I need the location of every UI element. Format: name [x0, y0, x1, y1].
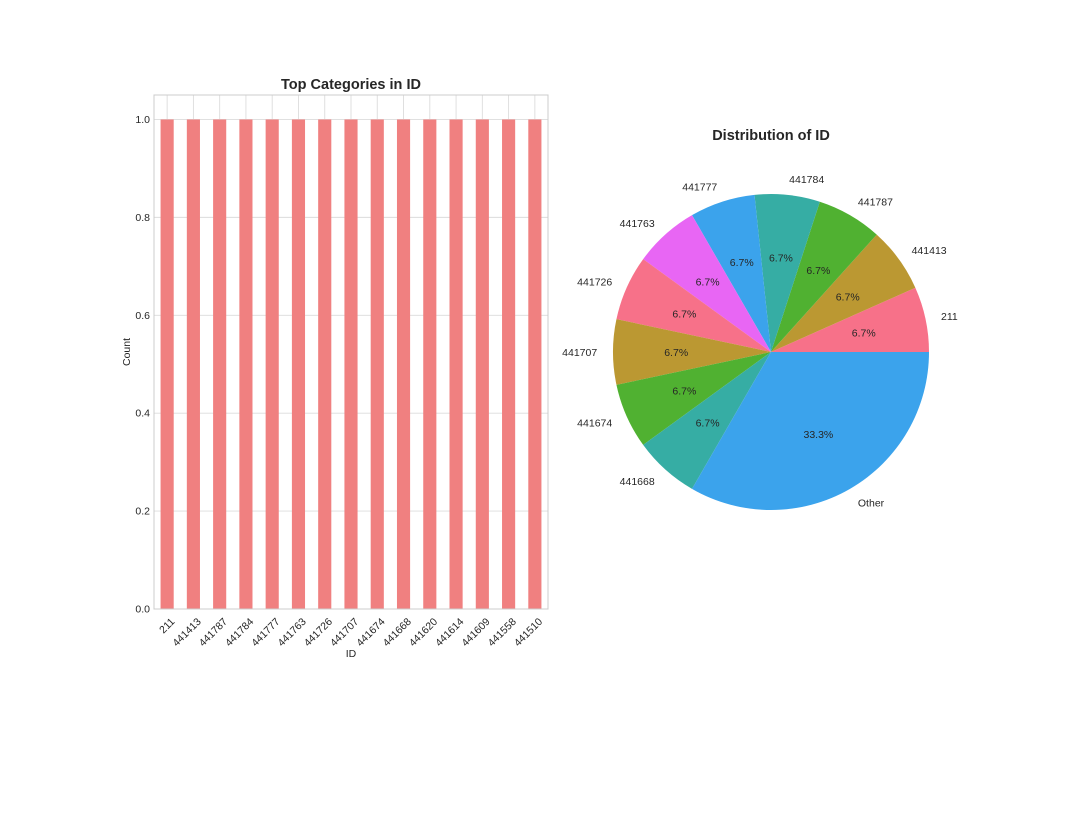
pie-slice [616, 259, 771, 352]
bar-plot-frame [153, 94, 549, 610]
pie-chart: Distribution of ID 211 6.7% 441413 6.7% 4417… [562, 128, 958, 510]
pie-slice [613, 319, 771, 385]
pie-slice-label: 441763 [620, 218, 655, 230]
pie-slice-label: Other [858, 498, 885, 510]
pie-slice-label: 441784 [789, 174, 824, 186]
pie-labels: 211 6.7% 441413 6.7% 441787 6.7% 441784 6.7% 441… [562, 174, 958, 509]
bar [423, 119, 437, 609]
bar [239, 119, 253, 609]
pie-slice-label: 441707 [562, 347, 597, 359]
bar-y-axis-label: Count [121, 338, 133, 366]
pie-slice-label: 441668 [620, 476, 655, 488]
pie-slice-label: 211 [941, 311, 958, 323]
pie-slice [692, 352, 929, 510]
pie-slice-label: 441726 [577, 276, 612, 288]
bar [502, 119, 516, 609]
bar-x-tick-label: 211 [157, 616, 177, 636]
pie-percent-label: 6.7% [672, 386, 696, 398]
bar-y-tick-label: 0.8 [135, 212, 150, 224]
bar-chart: 0.0 0.2 0.4 0.6 0.8 1.0 211441413441787441784… [121, 77, 549, 660]
bar [475, 119, 489, 609]
bar-chart-title: Top Categories in ID [281, 77, 421, 93]
pie-slice-label: 441777 [682, 182, 717, 194]
bar-series [160, 119, 542, 609]
pie-percent-label: 6.7% [769, 253, 793, 265]
pie-slice [771, 234, 916, 352]
bar [449, 119, 463, 609]
pie-percent-label: 6.7% [696, 417, 720, 429]
bar-y-tick-label: 0.2 [135, 506, 150, 518]
pie-slice [771, 287, 929, 352]
bar-y-tick-label: 0.4 [135, 408, 150, 420]
bar [370, 119, 384, 609]
pie-percent-label: 6.7% [730, 257, 754, 269]
pie-slices [613, 194, 929, 510]
bar [265, 119, 279, 609]
pie-percent-label: 6.7% [852, 327, 876, 339]
pie-percent-label: 6.7% [836, 291, 860, 303]
bar-x-axis-label: ID [346, 648, 357, 660]
pie-slice-label: 441413 [912, 245, 947, 257]
pie-slice [754, 194, 820, 352]
bar [186, 119, 200, 609]
pie-slice-label: 441787 [858, 196, 893, 208]
bar [528, 119, 542, 609]
bar-x-axis: 2114414134417874417844417774417634417264… [157, 616, 545, 649]
pie-percent-label: 6.7% [664, 347, 688, 359]
pie-percent-label: 6.7% [672, 308, 696, 320]
pie-percent-label: 6.7% [696, 277, 720, 289]
bar [396, 119, 411, 609]
pie-slice [692, 194, 771, 352]
pie-slice [771, 201, 877, 352]
bar-y-axis: 0.0 0.2 0.4 0.6 0.8 1.0 [135, 114, 150, 616]
pie-slice-label: 441674 [577, 418, 612, 430]
bar [291, 119, 306, 609]
bar-y-tick-label: 1.0 [135, 114, 150, 126]
pie-chart-title: Distribution of ID [712, 128, 830, 144]
bar [160, 119, 174, 609]
pie-slice [616, 352, 771, 445]
pie-percent-label: 6.7% [806, 265, 830, 277]
bar-y-tick-label: 0.6 [135, 310, 150, 322]
bar [318, 119, 332, 609]
bar-x-tick-label: 441510 [512, 616, 545, 649]
pie-slice [643, 215, 771, 352]
bar-y-tick-label: 0.0 [135, 604, 150, 616]
bar [344, 119, 358, 609]
pie-slice [643, 352, 771, 489]
pie-percent-label: 33.3% [804, 429, 834, 441]
bar [213, 119, 227, 609]
